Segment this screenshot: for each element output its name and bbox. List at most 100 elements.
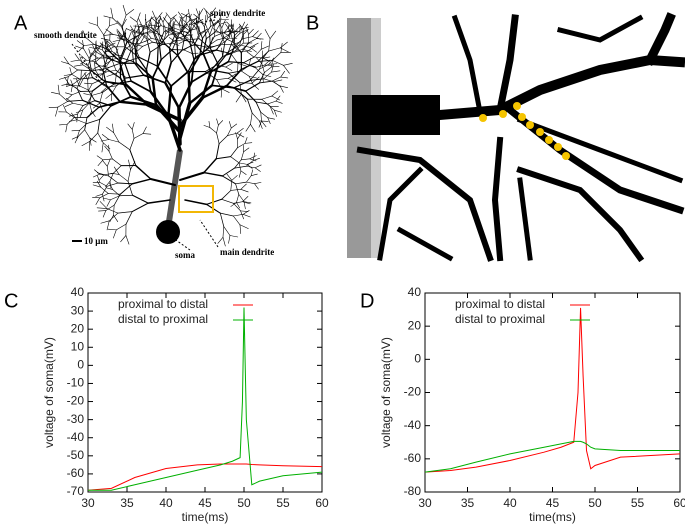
branch xyxy=(221,167,235,177)
branch xyxy=(228,235,231,244)
branch xyxy=(97,159,104,166)
legend-label: proximal to distal xyxy=(455,297,545,311)
branch xyxy=(171,42,180,46)
branch xyxy=(271,59,273,68)
branch xyxy=(261,55,264,64)
branch xyxy=(146,32,152,39)
branch xyxy=(240,210,249,212)
branch xyxy=(127,169,131,182)
branch xyxy=(103,56,112,60)
annotation: main dendrite xyxy=(220,247,274,257)
branch xyxy=(107,40,114,48)
branch xyxy=(241,21,245,30)
branch xyxy=(59,123,68,126)
branch xyxy=(274,109,282,113)
branch xyxy=(242,196,249,202)
x-tick-label: 35 xyxy=(120,496,134,510)
branch xyxy=(113,166,120,175)
branch xyxy=(164,81,181,110)
branch xyxy=(234,25,242,32)
branch xyxy=(128,159,131,170)
branch xyxy=(61,83,70,86)
branch xyxy=(188,9,191,18)
branch xyxy=(99,181,108,187)
branch xyxy=(99,105,112,120)
branch xyxy=(222,237,226,247)
branch xyxy=(134,25,141,34)
branch xyxy=(100,37,111,41)
branch xyxy=(145,51,151,71)
branch xyxy=(147,199,171,204)
branch xyxy=(65,83,74,87)
panel-label: D xyxy=(360,290,374,312)
branch xyxy=(273,79,283,83)
branch xyxy=(105,48,121,62)
branch xyxy=(93,173,100,178)
branch xyxy=(201,84,228,100)
branch xyxy=(224,24,231,33)
branch xyxy=(130,25,136,34)
branch xyxy=(229,235,239,238)
branch xyxy=(256,57,263,64)
branch xyxy=(220,37,230,45)
branch xyxy=(95,197,101,205)
branch xyxy=(102,58,108,72)
branch xyxy=(117,182,133,185)
branch xyxy=(119,77,132,98)
branch xyxy=(86,59,96,62)
branch xyxy=(230,180,233,191)
branch xyxy=(84,82,93,85)
branch xyxy=(103,15,114,19)
branch xyxy=(203,7,211,16)
branch xyxy=(158,23,160,35)
branch xyxy=(205,31,216,40)
branch xyxy=(209,34,211,49)
series-line xyxy=(424,307,681,473)
branch xyxy=(95,51,97,62)
branch xyxy=(233,31,236,43)
branch xyxy=(129,138,135,151)
branch xyxy=(269,106,274,115)
branch xyxy=(221,19,226,29)
branch xyxy=(240,60,259,71)
branch xyxy=(249,47,257,53)
branch xyxy=(57,84,60,95)
branch xyxy=(216,132,220,145)
branch xyxy=(233,215,241,226)
branch xyxy=(84,72,89,81)
pointer xyxy=(184,19,216,26)
branch xyxy=(152,10,157,21)
branch xyxy=(81,141,91,147)
y-tick-label: -40 xyxy=(67,430,85,444)
branch xyxy=(110,7,114,19)
branch xyxy=(90,50,96,57)
branch xyxy=(216,78,229,80)
branch xyxy=(58,76,69,80)
branch xyxy=(216,38,224,51)
branch xyxy=(264,29,271,39)
branch xyxy=(146,38,151,53)
branch xyxy=(224,33,230,44)
branch xyxy=(215,156,232,160)
branch xyxy=(127,123,133,130)
branch xyxy=(195,19,204,24)
branch xyxy=(67,99,83,102)
branch xyxy=(94,61,96,71)
branch xyxy=(90,70,106,83)
branch xyxy=(108,151,113,160)
branch xyxy=(182,12,189,19)
branch xyxy=(108,44,113,52)
branch xyxy=(163,17,169,25)
branch xyxy=(65,92,73,96)
branch xyxy=(234,165,247,169)
branch xyxy=(237,143,246,149)
branch xyxy=(129,149,137,167)
branch xyxy=(157,31,161,41)
branch xyxy=(271,95,280,101)
panel-label: A xyxy=(14,12,28,34)
branch xyxy=(231,24,235,33)
branch xyxy=(195,8,200,17)
branch xyxy=(228,39,234,53)
branch xyxy=(191,53,195,60)
branch xyxy=(72,78,81,85)
